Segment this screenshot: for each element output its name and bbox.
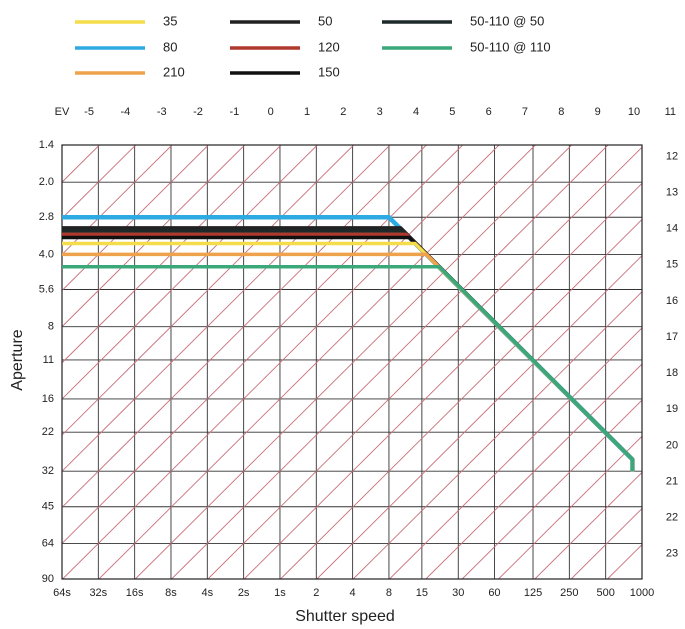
x-tick-label: 8 [386, 587, 392, 599]
ev-label: 1 [304, 106, 310, 118]
ev-label: 21 [666, 475, 678, 487]
ev-line [534, 471, 642, 579]
series-line [62, 264, 635, 472]
plot-frame [61, 144, 643, 580]
legend-label: 210 [163, 64, 185, 79]
ev-lines [62, 145, 685, 579]
ev-label: 12 [666, 150, 678, 162]
legend-label: 50-110 @ 110 [470, 39, 551, 54]
series-line [62, 252, 635, 472]
ev-label: 16 [666, 295, 678, 307]
ev-label: -2 [193, 106, 203, 118]
x-tick-label: 2s [238, 587, 250, 599]
ev-title: EV [55, 106, 70, 118]
x-tick-label: 4s [201, 587, 213, 599]
y-tick-label: 2.8 [39, 211, 54, 223]
ev-label: 10 [628, 106, 640, 118]
ev-label: 0 [268, 106, 274, 118]
ev-line [207, 146, 642, 579]
ev-line [461, 399, 642, 579]
x-tick-label: 30 [452, 587, 464, 599]
grid [61, 144, 643, 580]
y-tick-label: 90 [42, 573, 54, 585]
ev-line [243, 182, 642, 579]
ev-label: -5 [84, 106, 94, 118]
y-tick-label: 64 [42, 537, 54, 549]
series-line [62, 232, 635, 472]
ev-label: 13 [666, 186, 678, 198]
x-tick-label: 60 [488, 587, 500, 599]
ev-label: 23 [666, 548, 678, 560]
ev-line [62, 145, 391, 472]
y-tick-label: 45 [42, 501, 54, 513]
ev-line [62, 145, 427, 508]
x-tick-label: 32s [89, 587, 107, 599]
ev-label: 19 [666, 403, 678, 415]
x-tick-label: 1s [274, 587, 286, 599]
ev-line [280, 218, 642, 579]
ev-line [62, 145, 463, 545]
ev-label: 9 [595, 106, 601, 118]
y-tick-label: 5.6 [39, 283, 54, 295]
ev-label: 4 [413, 106, 419, 118]
x-tick-label: 1000 [630, 587, 654, 599]
ev-line [62, 145, 209, 292]
legend-label: 150 [318, 64, 340, 79]
x-tick-label: 500 [596, 587, 614, 599]
y-tick-label: 22 [42, 426, 54, 438]
ev-line [389, 327, 642, 579]
x-tick-label: 250 [560, 587, 578, 599]
ev-line [62, 145, 500, 579]
ev-label: 20 [666, 439, 678, 451]
ev-label: -4 [120, 106, 130, 118]
ev-line [425, 363, 642, 579]
y-tick-label: 2.0 [39, 176, 54, 188]
ev-line [644, 145, 685, 579]
ev-line [316, 255, 642, 579]
y-tick-label: 11 [43, 354, 54, 366]
y-tick-label: 4.0 [39, 248, 54, 260]
x-tick-label: 4 [350, 587, 356, 599]
ev-label: 6 [486, 106, 492, 118]
ev-label: 15 [666, 259, 678, 271]
y-tick-label: 16 [42, 393, 54, 405]
x-tick-label: 15 [416, 587, 428, 599]
legend-label: 80 [163, 39, 177, 54]
legend-label: 35 [163, 13, 177, 28]
series-line [62, 235, 635, 472]
x-tick-label: 2 [313, 587, 319, 599]
x-axis-title: Shutter speed [295, 608, 395, 625]
y-axis-title: Aperture [9, 329, 26, 390]
x-tick-label: 16s [126, 587, 144, 599]
ev-label: 18 [666, 367, 678, 379]
y-tick-label: 1.4 [39, 139, 54, 151]
x-tick-label: 8s [165, 587, 177, 599]
legend-label: 120 [318, 39, 340, 54]
ev-line [171, 145, 609, 579]
ev-line [134, 145, 572, 579]
ev-label: -1 [229, 106, 239, 118]
y-tick-label: 8 [48, 321, 54, 333]
ev-label: 17 [666, 331, 678, 343]
ev-label: 3 [377, 106, 383, 118]
ev-label: 2 [340, 106, 346, 118]
ev-label: 11 [665, 106, 676, 118]
ev-label: 5 [449, 106, 455, 118]
legend-label: 50 [318, 13, 332, 28]
ev-label: 7 [522, 106, 528, 118]
ev-line [98, 145, 536, 579]
ev-label: -3 [157, 106, 167, 118]
ev-label: 8 [558, 106, 564, 118]
legend-label: 50-110 @ 50 [470, 13, 544, 28]
x-tick-label: 125 [524, 587, 542, 599]
ev-line [498, 435, 642, 579]
ev-label: 14 [666, 223, 678, 235]
x-tick-label: 64s [53, 587, 71, 599]
ev-label: 22 [666, 512, 678, 524]
y-tick-label: 32 [42, 465, 54, 477]
ev-line [352, 291, 642, 579]
